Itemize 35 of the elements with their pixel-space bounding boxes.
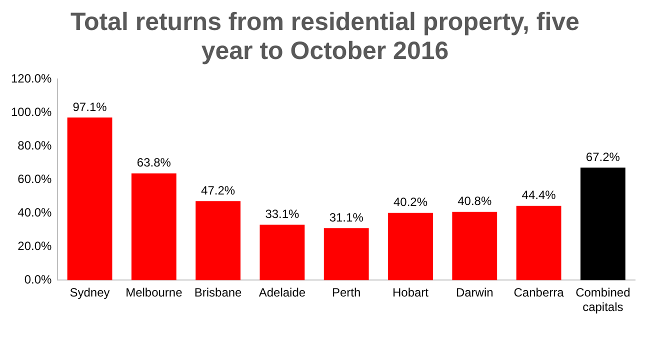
y-tick-label: 100.0% bbox=[10, 105, 52, 120]
x-tick-label: Darwin bbox=[456, 286, 494, 300]
bar bbox=[260, 224, 305, 280]
bar bbox=[516, 206, 562, 280]
data-label: 31.1% bbox=[329, 210, 364, 224]
data-label: 40.8% bbox=[458, 194, 492, 208]
data-label: 63.8% bbox=[136, 156, 172, 170]
y-tick-label: 40.0% bbox=[18, 206, 52, 220]
x-tick-label: Perth bbox=[332, 286, 361, 300]
data-label: 33.1% bbox=[265, 207, 300, 222]
y-tick-label: 0.0% bbox=[24, 272, 52, 287]
y-tick-label: 120.0% bbox=[10, 72, 52, 86]
data-label: 67.2% bbox=[586, 150, 620, 164]
data-label: 47.2% bbox=[201, 183, 236, 198]
bar bbox=[388, 212, 433, 280]
chart-title: Total returns from residential property, five year to October 2016 bbox=[70, 8, 580, 66]
x-tick-label: Brisbane bbox=[194, 286, 242, 300]
x-tick-label: Canberra bbox=[514, 286, 564, 300]
x-tick-label: Melbourne bbox=[126, 286, 183, 300]
bar bbox=[324, 228, 369, 280]
data-label: 44.4% bbox=[522, 188, 556, 202]
bar bbox=[131, 173, 176, 280]
data-label: 40.2% bbox=[393, 195, 428, 210]
y-tick-label: 80.0% bbox=[18, 138, 52, 153]
x-tick-label: Adelaide bbox=[258, 286, 306, 300]
y-tick-label: 60.0% bbox=[18, 172, 52, 186]
y-tick-label: 20.0% bbox=[18, 239, 52, 254]
bar bbox=[196, 201, 241, 280]
bar bbox=[580, 168, 626, 280]
x-tick-label: Sydney bbox=[70, 286, 110, 300]
bar bbox=[67, 118, 112, 280]
data-label: 97.1% bbox=[72, 100, 108, 114]
x-tick-label: Combined capitals bbox=[576, 286, 630, 314]
x-tick-label: Hobart bbox=[392, 286, 430, 300]
bar bbox=[452, 212, 498, 280]
